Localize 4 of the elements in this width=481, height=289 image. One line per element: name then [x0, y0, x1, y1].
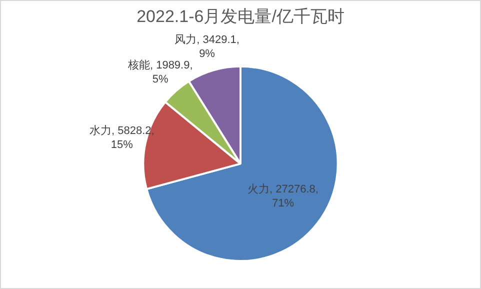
slice-label: 火力, 27276.8, 71%	[248, 182, 318, 210]
slice-label: 核能, 1989.9, 5%	[126, 58, 193, 86]
slice-label: 风力, 3429.1, 9%	[174, 33, 240, 60]
chart-title: 2022.1-6月发电量/亿千瓦时	[136, 6, 344, 26]
